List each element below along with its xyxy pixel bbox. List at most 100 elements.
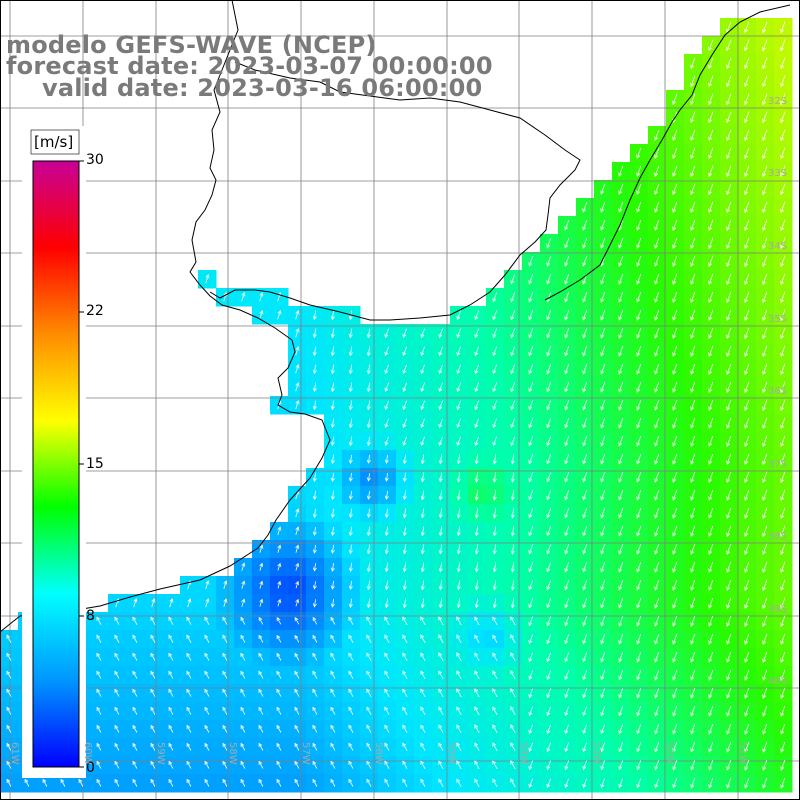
wind-arrow-head bbox=[114, 688, 119, 693]
wind-arrow-head bbox=[672, 478, 677, 483]
wind-arrow-head bbox=[708, 334, 713, 339]
wind-arrow bbox=[780, 525, 786, 537]
wind-arrow bbox=[744, 21, 750, 33]
wind-arrow bbox=[276, 689, 282, 697]
wind-arrow-head bbox=[402, 616, 407, 621]
wind-arrow bbox=[654, 345, 660, 357]
wind-arrow bbox=[439, 508, 443, 518]
wind-arrow bbox=[672, 742, 678, 752]
wind-arrow bbox=[492, 778, 498, 788]
latitude-label: 39S bbox=[768, 604, 788, 615]
wind-arrow-head bbox=[582, 334, 587, 339]
wind-arrow bbox=[744, 129, 750, 141]
wind-arrow-head bbox=[690, 298, 695, 303]
wind-arrow bbox=[277, 563, 281, 571]
wind-arrow-head bbox=[600, 496, 605, 501]
wind-arrow-head bbox=[618, 208, 623, 213]
wind-arrow bbox=[654, 273, 660, 285]
wind-arrow bbox=[600, 706, 606, 716]
wind-arrow-head bbox=[618, 586, 623, 591]
wind-arrow-head bbox=[564, 262, 569, 267]
wind-arrow-head bbox=[510, 406, 515, 411]
wind-arrow-head bbox=[762, 478, 766, 484]
wind-arrow-head bbox=[384, 333, 389, 339]
wind-arrow-head bbox=[654, 208, 659, 213]
wind-arrow bbox=[457, 400, 461, 410]
wind-arrow-head bbox=[492, 634, 497, 639]
wind-arrow bbox=[150, 635, 156, 643]
wind-arrow-head bbox=[654, 136, 659, 141]
wind-arrow bbox=[708, 399, 714, 411]
wind-arrow bbox=[654, 507, 660, 519]
wind-arrow-head bbox=[780, 172, 784, 178]
wind-arrow-head bbox=[618, 550, 623, 555]
wind-arrow-head bbox=[744, 244, 748, 250]
wind-arrow bbox=[456, 742, 462, 752]
wind-arrow bbox=[330, 671, 336, 679]
wind-arrow bbox=[690, 453, 696, 465]
wind-arrow-head bbox=[762, 316, 766, 322]
wind-arrow-head bbox=[708, 262, 712, 268]
wind-arrow-head bbox=[690, 550, 695, 555]
wind-arrow bbox=[277, 310, 281, 320]
wind-arrow bbox=[780, 399, 786, 411]
wind-arrow-head bbox=[276, 688, 281, 693]
wind-arrow-head bbox=[402, 760, 407, 765]
wind-arrow bbox=[762, 777, 768, 789]
wind-arrow-head bbox=[384, 603, 389, 609]
wind-arrow-head bbox=[726, 730, 731, 735]
wind-arrow bbox=[350, 598, 352, 608]
wind-arrow-head bbox=[690, 586, 695, 591]
wind-arrow-head bbox=[348, 567, 353, 573]
wind-arrow bbox=[150, 725, 156, 733]
wind-arrow-head bbox=[600, 424, 605, 429]
wind-arrow bbox=[546, 562, 552, 572]
wind-arrow bbox=[114, 689, 120, 697]
wind-arrow bbox=[654, 165, 660, 177]
wind-arrow bbox=[636, 399, 642, 411]
wind-arrow-head bbox=[528, 568, 533, 573]
wind-arrow-head bbox=[582, 676, 587, 681]
wind-arrow-head bbox=[546, 532, 551, 537]
wind-arrow bbox=[744, 579, 750, 591]
wind-arrow bbox=[582, 328, 588, 338]
wind-arrow-head bbox=[600, 532, 605, 537]
wind-arrow bbox=[762, 543, 768, 555]
wind-arrow-head bbox=[222, 634, 227, 639]
wind-arrow bbox=[150, 707, 156, 715]
wind-arrow-head bbox=[726, 28, 730, 34]
wind-arrow-head bbox=[636, 622, 641, 627]
wind-arrow bbox=[618, 363, 624, 375]
wind-arrow-head bbox=[528, 604, 533, 609]
wind-arrow-head bbox=[726, 424, 731, 429]
wind-arrow-head bbox=[564, 658, 569, 663]
wind-arrow bbox=[762, 345, 768, 357]
wind-arrow bbox=[277, 400, 281, 410]
wind-arrow-head bbox=[672, 514, 677, 519]
wind-arrow bbox=[475, 472, 479, 482]
wind-arrow-head bbox=[510, 778, 515, 783]
wind-arrow-head bbox=[204, 706, 209, 711]
wind-arrow bbox=[223, 292, 227, 302]
wind-arrow bbox=[259, 310, 263, 320]
wind-arrow-head bbox=[564, 388, 569, 393]
wind-arrow-head bbox=[744, 154, 748, 160]
wind-arrow-head bbox=[186, 688, 191, 693]
wind-arrow-head bbox=[546, 406, 551, 411]
wind-arrow-head bbox=[654, 334, 659, 339]
wind-arrow-head bbox=[708, 208, 712, 213]
wind-arrow bbox=[708, 453, 714, 465]
wind-arrow-head bbox=[744, 28, 748, 34]
wind-arrow-head bbox=[510, 442, 515, 447]
wind-arrow bbox=[744, 39, 750, 51]
title-model: modelo GEFS-WAVE (NCEP) bbox=[6, 31, 377, 59]
wind-arrow-head bbox=[762, 388, 766, 393]
wind-arrow-head bbox=[546, 568, 551, 573]
wind-arrow-head bbox=[762, 730, 767, 735]
wind-arrow bbox=[240, 689, 246, 697]
wind-arrow-head bbox=[636, 442, 641, 447]
wind-arrow-head bbox=[582, 442, 587, 447]
wind-arrow bbox=[313, 310, 317, 320]
wind-arrow bbox=[348, 653, 354, 661]
wind-arrow-head bbox=[510, 724, 514, 729]
